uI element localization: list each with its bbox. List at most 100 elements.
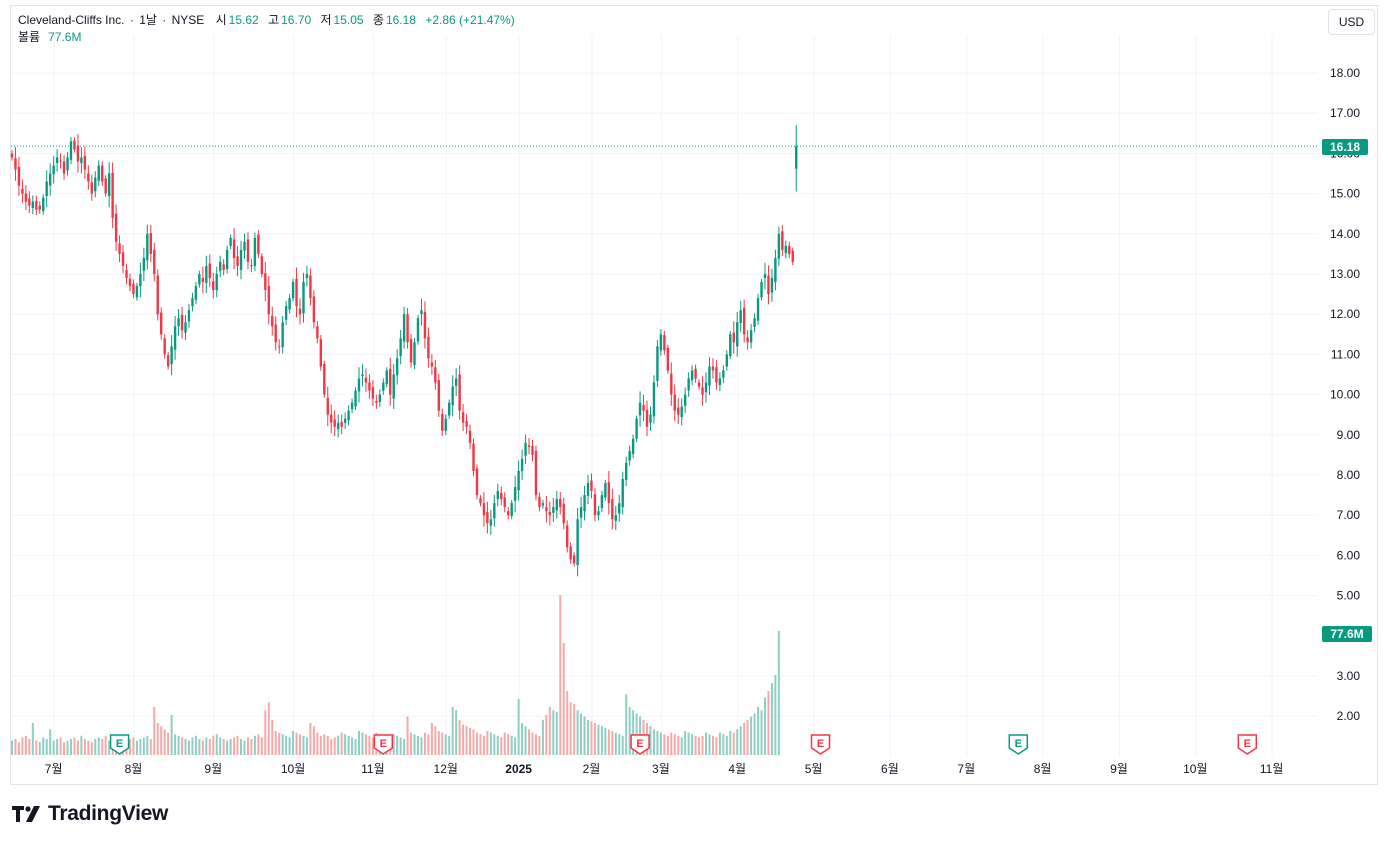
- candle-body: [225, 249, 229, 270]
- candle-body: [326, 397, 329, 415]
- volume-bar: [333, 737, 336, 755]
- candle-body: [38, 205, 41, 210]
- time-axis[interactable]: 7월 8월 9월 10월 11월 12월 2025 2월 3월 4월 5월 6월 7월 8월 9월 10월 11…: [45, 762, 1284, 776]
- volume-bar: [236, 735, 239, 755]
- candle-body: [576, 519, 579, 566]
- volume-bar: [330, 739, 333, 755]
- volume-bar: [38, 742, 41, 755]
- price-tick-label: 17.00: [1330, 106, 1360, 120]
- volume-bar: [430, 723, 433, 755]
- candle-body: [323, 364, 326, 395]
- candle-body: [597, 511, 600, 516]
- candle-body: [517, 470, 520, 491]
- candle-body: [500, 492, 503, 500]
- volume-bar: [510, 735, 513, 755]
- candle-body: [14, 158, 17, 170]
- candle-body: [83, 155, 87, 170]
- volume-bar: [135, 740, 138, 755]
- volume-bar: [528, 729, 531, 755]
- candle-body: [336, 422, 340, 430]
- interval[interactable]: 1날: [139, 13, 157, 27]
- volume-bar: [142, 737, 145, 755]
- volume-bar: [299, 734, 302, 755]
- candle-body: [333, 419, 336, 427]
- volume-bar: [656, 731, 659, 755]
- candle-body: [364, 377, 368, 383]
- volume-bar: [698, 737, 701, 755]
- volume-bar: [253, 735, 256, 755]
- candle-body: [59, 160, 62, 162]
- volume-badge: 77.6M: [1330, 627, 1363, 641]
- price-axis[interactable]: 18.0017.0016.0015.0014.0013.0012.0011.00…: [1330, 66, 1360, 723]
- time-tick-label: 2025: [505, 762, 532, 776]
- candle-body: [635, 418, 638, 439]
- volume-bar: [736, 729, 739, 755]
- volume-bar: [278, 732, 281, 755]
- volume-bar: [14, 739, 17, 755]
- price-tick-label: 11.00: [1331, 347, 1360, 361]
- candle-body: [416, 318, 420, 342]
- volume-bar: [246, 737, 249, 755]
- volume-bar: [757, 707, 760, 755]
- volume-bar: [774, 675, 777, 755]
- volume-bar: [94, 739, 97, 755]
- volume-bar: [361, 732, 364, 755]
- volume-bar: [396, 735, 399, 755]
- symbol-name[interactable]: Cleveland-Cliffs Inc.: [18, 13, 125, 27]
- volume-bar: [732, 732, 735, 755]
- candle-body: [666, 347, 670, 371]
- candle-body: [461, 412, 465, 423]
- candle-body: [229, 237, 232, 246]
- volume-bar: [628, 707, 631, 755]
- volume-bars: [11, 595, 780, 755]
- volume-bar: [718, 732, 721, 755]
- candle-body: [496, 491, 499, 500]
- candle-body: [624, 462, 628, 480]
- volume-bar: [416, 735, 419, 755]
- volume-bar: [319, 735, 322, 755]
- volume-bar: [42, 737, 45, 755]
- open-label: 시: [215, 13, 227, 27]
- candle-body: [701, 387, 704, 395]
- candle-body: [656, 346, 659, 381]
- volume-bar: [128, 739, 131, 755]
- candle-body: [673, 394, 676, 411]
- candle-body: [763, 274, 767, 279]
- candle-body: [402, 314, 406, 342]
- candle-body: [590, 480, 593, 492]
- change-value: +2.86 (+21.47%): [425, 13, 515, 27]
- candle-body: [107, 173, 111, 197]
- candle-body: [732, 332, 735, 343]
- candle-body: [753, 318, 756, 328]
- volume-bar: [767, 691, 770, 755]
- time-tick-label: 7월: [45, 762, 63, 776]
- volume-bar: [73, 737, 76, 755]
- candle-body: [385, 370, 388, 385]
- volume-bar: [271, 719, 274, 755]
- volume-bar: [684, 731, 687, 755]
- currency-button[interactable]: USD: [1328, 9, 1375, 35]
- time-tick-label: 11월: [1260, 762, 1284, 776]
- candle-body: [149, 232, 152, 254]
- volume-bar: [722, 734, 725, 755]
- volume-bar: [739, 726, 742, 755]
- volume-bar: [760, 710, 763, 755]
- volume-bar: [753, 713, 756, 755]
- volume-bar: [750, 716, 753, 755]
- candle-body: [264, 273, 267, 291]
- price-tick-label: 9.00: [1337, 428, 1361, 442]
- candle-body: [198, 274, 201, 285]
- volume-legend: 볼륨 77.6M: [18, 29, 81, 45]
- high-label: 고: [268, 13, 280, 27]
- volume-bar: [777, 630, 780, 755]
- earnings-marker: [1008, 734, 1029, 755]
- volume-bar: [104, 735, 107, 755]
- candle-body: [62, 161, 66, 174]
- volume-bar: [593, 723, 596, 755]
- tradingview-logo[interactable]: TradingView: [12, 802, 168, 826]
- candle-body: [291, 282, 295, 299]
- volume-bar: [437, 731, 440, 755]
- volume-bar: [66, 740, 69, 755]
- volume-bar: [226, 740, 229, 755]
